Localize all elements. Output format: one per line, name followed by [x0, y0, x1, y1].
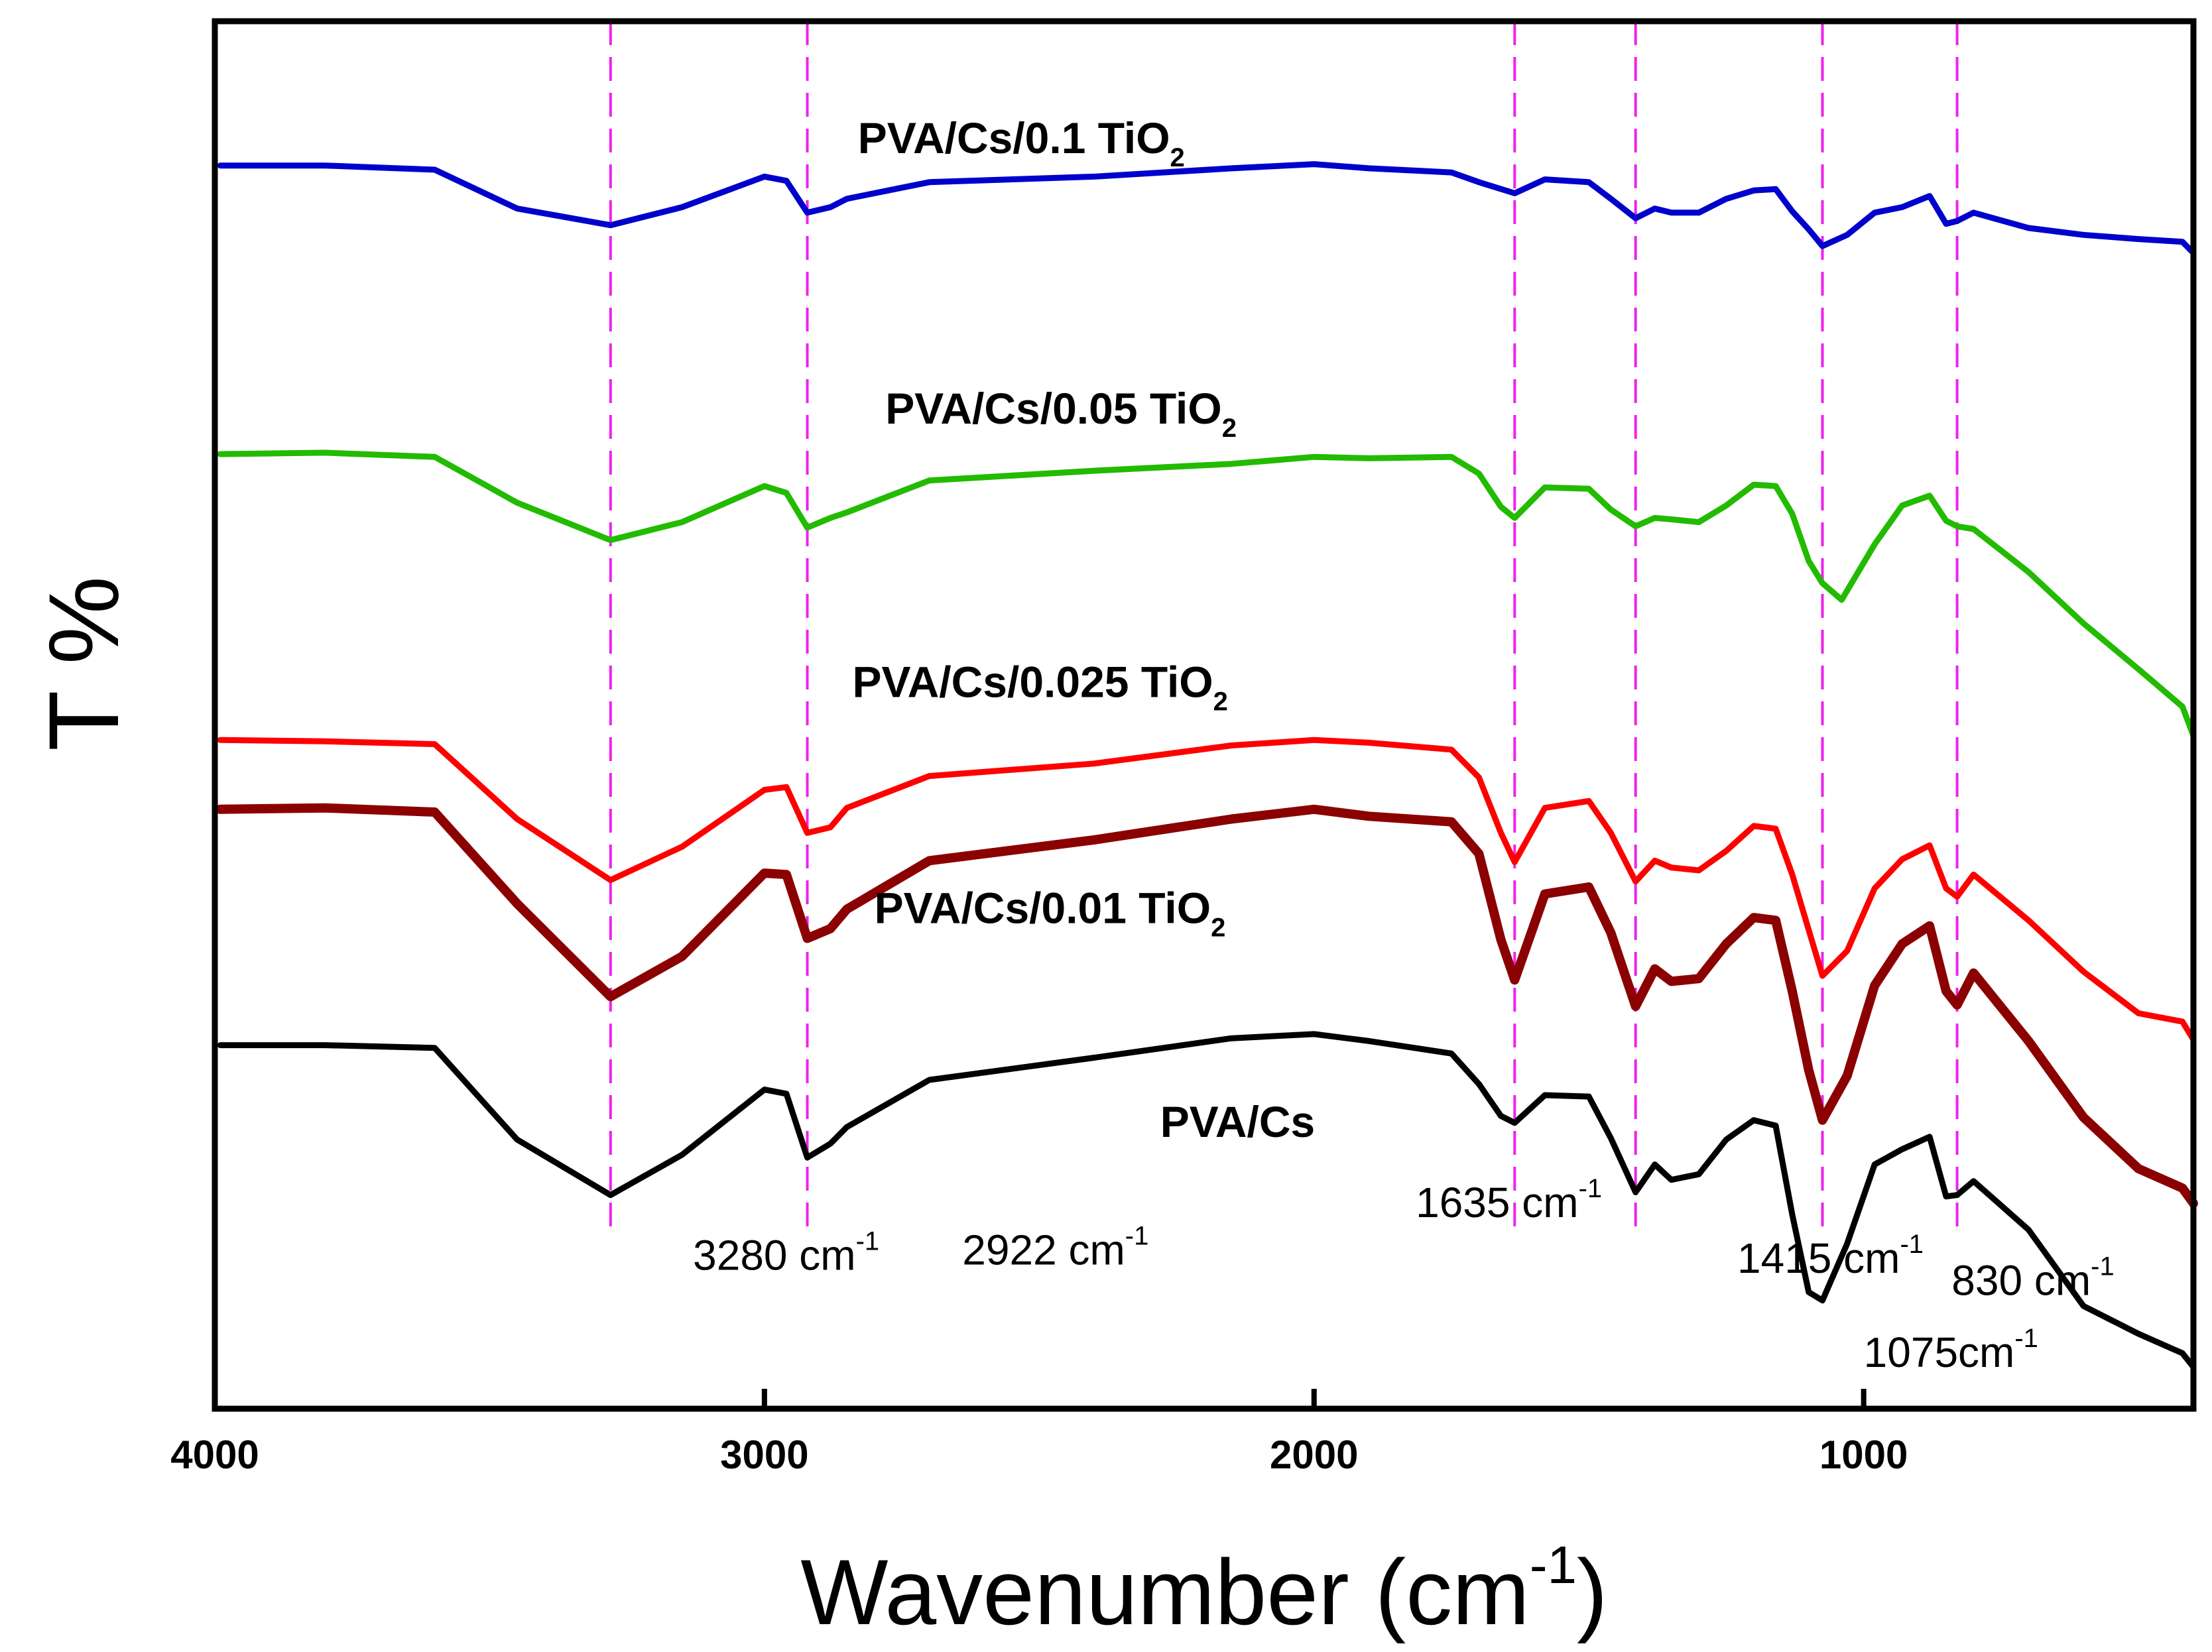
series-label-sub: 2 — [1211, 913, 1225, 942]
series-label-main: PVA/Cs/0.05 TiO — [885, 384, 1221, 433]
peak-label-1415: 1415 cm-1 — [1737, 1230, 1924, 1282]
peak-label-sup: -1 — [2014, 1324, 2038, 1353]
series-label-sub: 2 — [1222, 414, 1237, 443]
x-axis-label-end: ) — [1577, 1540, 1608, 1644]
x-tick-label-3000: 3000 — [720, 1433, 808, 1477]
x-axis-ticks: 4000 3000 2000 1000 — [170, 1389, 1908, 1477]
series-label-main: PVA/Cs/0.1 TiO — [858, 113, 1170, 162]
series-label-sub: 2 — [1213, 687, 1228, 716]
series-line-3 — [215, 803, 2198, 1209]
series-label-4: PVA/Cs — [1160, 1097, 1316, 1146]
series-label-main: PVA/Cs/0.025 TiO — [853, 657, 1213, 706]
peak-label-1635: 1635 cm-1 — [1416, 1174, 1602, 1226]
peak-label-sup: -1 — [1579, 1174, 1603, 1203]
x-tick-label-4000: 4000 — [170, 1433, 259, 1477]
x-axis-label-main: Wavenumber (cm — [800, 1540, 1530, 1644]
peak-label-sup: -1 — [2091, 1252, 2115, 1281]
series-label-main: PVA/Cs — [1160, 1097, 1316, 1146]
peak-label-sup: -1 — [1125, 1221, 1149, 1250]
series-line-4 — [217, 1031, 2197, 1370]
series-lines — [215, 161, 2198, 1370]
peak-label-sup: -1 — [856, 1227, 880, 1256]
peak-label-main: 830 cm — [1951, 1256, 2091, 1304]
series-label-sub: 2 — [1170, 143, 1185, 172]
series-label-2: PVA/Cs/0.025 TiO2 — [853, 657, 1228, 716]
series-label-1: PVA/Cs/0.05 TiO2 — [885, 384, 1237, 443]
x-tick-label-2000: 2000 — [1270, 1433, 1358, 1477]
series-label-3: PVA/Cs/0.01 TiO2 — [875, 883, 1226, 942]
peak-label-3280: 3280 cm-1 — [693, 1227, 879, 1279]
peak-label-main: 2922 cm — [962, 1226, 1125, 1273]
peak-label-main: 1415 cm — [1737, 1234, 1900, 1282]
peak-label-main: 1635 cm — [1416, 1179, 1578, 1226]
series-label-0: PVA/Cs/0.1 TiO2 — [858, 113, 1185, 172]
peak-label-sup: -1 — [1900, 1230, 1924, 1259]
x-axis-label-sup: -1 — [1530, 1535, 1577, 1594]
series-line-1 — [217, 449, 2197, 739]
peak-label-main: 1075cm — [1864, 1328, 2015, 1376]
series-line-0 — [217, 161, 2197, 256]
x-tick-label-1000: 1000 — [1819, 1433, 1908, 1477]
peak-lines — [609, 21, 1959, 1236]
series-label-main: PVA/Cs/0.01 TiO — [875, 883, 1211, 932]
peak-label-main: 3280 cm — [693, 1232, 855, 1279]
peak-label-2922: 2922 cm-1 — [962, 1221, 1148, 1273]
y-axis-label: T % — [28, 576, 139, 751]
peak-label-830: 830 cm-1 — [1951, 1252, 2114, 1304]
peak-label-1075: 1075cm-1 — [1864, 1324, 2038, 1376]
x-axis-label: Wavenumber (cm-1) — [800, 1535, 1607, 1644]
series-line-2 — [217, 737, 2197, 1043]
plot-frame — [212, 18, 2197, 1412]
